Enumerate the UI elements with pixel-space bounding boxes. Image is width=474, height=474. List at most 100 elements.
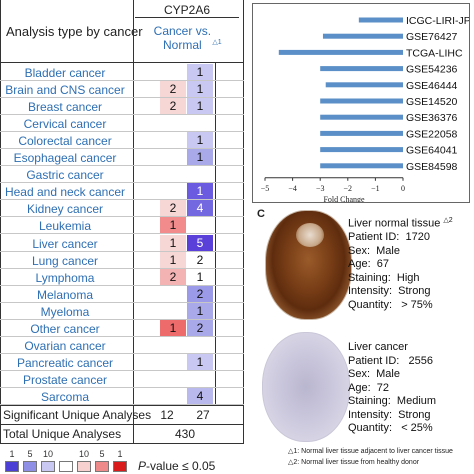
overexpression-cell <box>160 149 186 165</box>
normal-tissue-info: Liver normal tissue △2 Patient ID: 1720 Se… <box>348 214 453 312</box>
p-letter: P <box>138 459 147 473</box>
tissue-info-line: Intensity: Strong <box>348 409 436 423</box>
legend-number: 10 <box>78 449 89 459</box>
legend-swatch <box>77 461 91 472</box>
total-value: 430 <box>174 427 196 441</box>
normal-tissue-image <box>265 210 352 320</box>
table-row: Leukemia 1 <box>0 217 244 235</box>
panel-c-letter: C <box>257 208 265 220</box>
cancer-type-label: Lymphoma <box>35 270 95 285</box>
legend-swatch <box>23 461 37 472</box>
footer-divider-2 <box>0 424 244 425</box>
table-row: Kidney cancer 2 4 <box>0 200 244 218</box>
tissue-info-text: Age: 72 <box>348 381 389 394</box>
table-row: Other cancer 1 2 <box>0 319 244 337</box>
category-label: GSE84598 <box>406 161 458 173</box>
cancer-tissue-info: Liver cancer Patient ID: 2556 Sex: Male Age… <box>348 341 436 436</box>
cancer-type-label: Melanoma <box>36 287 94 302</box>
tissue-info-text: Sex: Male <box>348 244 400 257</box>
table-row: Breast cancer 2 1 <box>0 98 244 116</box>
category-label: TCGA-LIHC <box>406 47 463 59</box>
table-row: Pancreatic cancer 1 <box>0 353 244 371</box>
overexpression-cell: 1 <box>160 234 186 251</box>
cancer-type-label: Kidney cancer <box>26 202 104 217</box>
column-header-mark: △1 <box>212 39 222 46</box>
bar <box>320 130 403 136</box>
table-column-divider <box>133 0 134 444</box>
row-divider <box>0 148 244 150</box>
overexpression-cell <box>160 371 186 387</box>
tissue-info-text: Staining: Medium <box>348 395 437 407</box>
underexpression-cell <box>187 337 213 353</box>
row-divider <box>0 199 244 201</box>
cancer-type-label: Other cancer <box>30 321 100 336</box>
p-value-label: P-value ≤ 0.05 <box>138 459 215 473</box>
total-label: Total Unique Analyses <box>3 427 122 441</box>
cancer-type-label: Esophageal cancer <box>13 151 117 166</box>
color-legend: 1 5 10 10 5 1 P-value ≤ 0.05 <box>0 449 244 474</box>
tissue-info-text: Staining: High <box>348 271 420 284</box>
overexpression-cell <box>160 303 186 319</box>
table-row: Liver cancer 1 5 <box>0 234 244 252</box>
cancer-type-label: Breast cancer <box>27 100 103 115</box>
legend-number: 1 <box>9 449 15 459</box>
overexpression-cell <box>160 115 186 131</box>
underexpression-cell: 1 <box>187 81 213 98</box>
tissue-info-line: Age: 67 <box>348 258 453 272</box>
p-value-suffix: -value ≤ 0.05 <box>146 459 216 473</box>
legend-number: 5 <box>99 449 105 459</box>
row-divider <box>0 352 244 354</box>
row-divider <box>0 165 244 167</box>
significant-label: Significant Unique Analyses <box>3 408 152 422</box>
cancer-type-label: Sarcoma <box>40 389 90 404</box>
x-tick-label: −4 <box>288 184 297 193</box>
overexpression-cell <box>160 388 186 404</box>
table-row: Cervical cancer <box>0 115 244 133</box>
legend-swatch <box>41 461 55 472</box>
bar-chart-svg: ICGC-LIRI-JP GSE76427 TCGA-LIHC GSE54236 GSE… <box>261 15 469 202</box>
table-row: Bladder cancer 1 <box>0 64 244 82</box>
bar <box>278 49 403 55</box>
table-right-border <box>243 0 244 444</box>
overexpression-cell <box>160 183 186 199</box>
cancer-type-label: Ovarian cancer <box>24 338 106 353</box>
bar <box>320 98 403 104</box>
table-row: Myeloma 1 <box>0 302 244 320</box>
bar <box>320 114 403 120</box>
underexpression-cell: 1 <box>187 268 213 285</box>
tissue-info-text: Quantity: < 25% <box>348 422 433 434</box>
cancer-type-label: Bladder cancer <box>24 66 106 80</box>
underexpression-cell: 1 <box>187 149 213 166</box>
row-divider <box>0 267 244 269</box>
table-row: Melanoma 2 <box>0 285 244 303</box>
tissue-info-line: Age: 72 <box>348 382 436 396</box>
cancer-type-label: Brain and CNS cancer <box>5 83 125 98</box>
tissue-info-line: Staining: High <box>348 272 453 286</box>
overexpression-cell <box>160 166 186 182</box>
legend-swatch <box>5 461 19 472</box>
column-header-text: Cancer vs. Normal <box>153 24 212 52</box>
x-tick-label: 0 <box>401 184 405 193</box>
cancer-type-label: Liver cancer <box>32 236 98 251</box>
tissue-info-line: Quantity: > 75% <box>348 299 453 313</box>
row-divider <box>0 403 244 405</box>
tissue-info-text: Sex: Male <box>348 368 400 380</box>
x-tick-label: −3 <box>316 184 325 193</box>
tissue-info-line: Intensity: Strong <box>348 285 453 299</box>
tissue-info-text: Patient ID: 2556 <box>348 354 433 367</box>
legend-swatch <box>95 461 109 472</box>
table-row: Colorectal cancer 1 <box>0 132 244 150</box>
row-divider <box>0 80 244 82</box>
tissue-info-line: Staining: Medium <box>348 395 436 409</box>
table-row: Lung cancer 1 2 <box>0 251 244 269</box>
underexpression-cell <box>187 115 213 131</box>
table-row: Gastric cancer <box>0 166 244 184</box>
table-row: Esophageal cancer 1 <box>0 149 244 167</box>
cancer-type-label: Pancreatic cancer <box>16 355 114 370</box>
row-divider <box>0 386 244 388</box>
footnote-2: △2: Normal liver tissue from healthy don… <box>288 459 420 466</box>
table-row: Head and neck cancer 1 <box>0 183 244 201</box>
legend-swatch <box>113 461 127 472</box>
category-label: GSE54236 <box>406 64 458 76</box>
overexpression-cell: 1 <box>160 319 186 336</box>
